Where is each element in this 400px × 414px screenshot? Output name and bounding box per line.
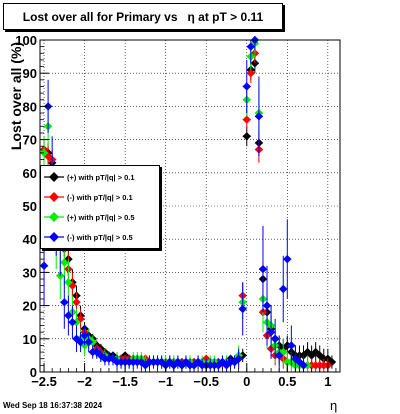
legend-marker [44, 192, 64, 202]
data-point [287, 341, 296, 350]
chart-title: Lost over all for Primary vs η at pT > 0… [3, 3, 283, 30]
x-tick-label: −2.5 [31, 374, 57, 389]
data-point [283, 254, 292, 264]
legend-label: (+) with pT/|q| > 0.5 [67, 212, 135, 222]
data-point [266, 327, 276, 337]
y-tick-label: 50 [23, 199, 37, 214]
data-point [39, 148, 49, 158]
legend-entry: (+) with pT/|q| > 0.1 [41, 167, 159, 187]
y-tick-label: 100 [15, 33, 37, 48]
data-point [76, 337, 85, 347]
x-tick-label: −0.5 [193, 374, 219, 389]
y-tick-label: 90 [23, 66, 37, 81]
legend-marker [44, 212, 64, 222]
y-tick-label: 10 [23, 332, 37, 347]
y-tick-label: 70 [23, 133, 37, 148]
x-axis-label: η [330, 398, 338, 413]
x-tick-label: 1 [324, 374, 331, 389]
data-point [246, 42, 256, 51]
y-tick-label: 60 [23, 166, 37, 181]
legend-entry: (-) with pT/|q| > 0.1 [41, 187, 159, 207]
data-point [84, 337, 93, 347]
data-point [60, 258, 69, 267]
data-point [258, 264, 268, 274]
data-point [246, 69, 256, 78]
data-point [242, 132, 251, 141]
data-point [64, 311, 73, 320]
y-tick-label: 30 [23, 265, 37, 280]
legend-label: (-) with pT/|q| > 0.5 [67, 232, 133, 242]
data-point [242, 115, 251, 124]
data-point [242, 82, 251, 91]
legend-marker [44, 172, 64, 182]
legend-marker [44, 232, 64, 242]
legend-entry: (-) with pT/|q| > 0.5 [41, 227, 159, 247]
data-point [234, 354, 243, 363]
data-point [60, 298, 69, 307]
data-point [254, 112, 264, 121]
legend-label: (-) with pT/|q| > 0.1 [67, 192, 133, 202]
data-point [80, 331, 89, 340]
data-point [279, 284, 288, 294]
data-point [299, 361, 308, 370]
y-axis-label: Lost over all (%) [8, 41, 24, 151]
y-tick-label: 40 [23, 232, 37, 247]
data-point [270, 334, 280, 343]
legend: (+) with pT/|q| > 0.1 (-) with pT/|q| > … [40, 165, 160, 249]
x-tick-label: −2 [77, 374, 92, 389]
data-point [262, 301, 272, 310]
x-tick-label: 0.5 [278, 374, 296, 389]
data-point [238, 304, 247, 314]
y-tick-label: 20 [23, 299, 37, 314]
legend-entry: (+) with pT/|q| > 0.5 [41, 207, 159, 227]
axis-ticks: −2.5 −2 −1.5 −1 −0.5 0 0.5 10102030405060708090… [15, 33, 337, 389]
data-point [64, 278, 73, 287]
x-tick-label: −1.5 [112, 374, 138, 389]
data-point [274, 351, 284, 360]
data-point [39, 261, 49, 270]
x-tick-label: −1 [158, 374, 173, 389]
x-tick-label: 0 [243, 374, 250, 389]
timestamp: Wed Sep 18 16:37:38 2024 [3, 401, 103, 410]
data-point [72, 298, 81, 307]
y-tick-label: 0 [30, 365, 37, 380]
data-point [68, 318, 77, 327]
y-tick-label: 80 [23, 99, 37, 114]
legend-label: (+) with pT/|q| > 0.1 [67, 172, 135, 182]
